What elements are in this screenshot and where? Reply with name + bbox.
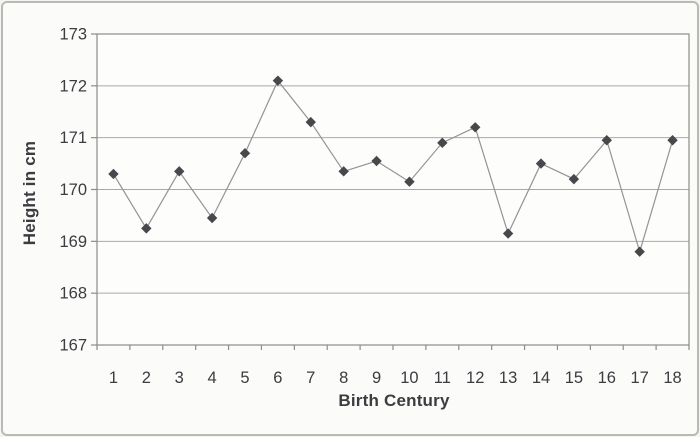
data-point-marker [667, 135, 678, 146]
x-tick-label: 15 [565, 369, 583, 387]
data-point-marker [601, 135, 612, 146]
y-tick-label: 170 [59, 181, 87, 199]
y-tick-label: 168 [59, 285, 87, 303]
data-point-marker [272, 75, 284, 86]
data-point-marker [371, 155, 382, 167]
y-tick-label: 167 [59, 337, 87, 355]
x-tick-label: 9 [372, 369, 381, 387]
x-tick-label: 6 [273, 369, 282, 387]
y-axis-title: Height in cm [20, 140, 39, 246]
x-tick-label: 5 [240, 369, 249, 387]
x-tick-label: 17 [630, 369, 648, 387]
x-tick-label: 4 [208, 369, 217, 387]
x-tick-label: 10 [400, 369, 418, 387]
x-axis-title: Birth Century [338, 391, 450, 410]
data-point-marker [108, 168, 119, 180]
data-point-marker [305, 116, 316, 128]
x-tick-label: 11 [434, 369, 451, 387]
data-point-marker [568, 173, 580, 185]
data-point-marker [535, 158, 547, 169]
x-tick-label: 18 [663, 369, 681, 387]
data-point-marker [174, 166, 185, 177]
x-tick-label: 13 [499, 369, 517, 387]
data-point-marker [338, 166, 349, 177]
data-point-marker [206, 212, 218, 224]
x-tick-label: 12 [466, 369, 484, 387]
y-tick-label: 173 [59, 26, 87, 44]
x-tick-label: 2 [142, 369, 151, 387]
x-tick-label: 8 [339, 369, 348, 387]
series-line [112, 79, 674, 254]
x-tick-label: 1 [109, 369, 118, 387]
x-tick-label: 7 [306, 369, 315, 387]
x-tick-label: 14 [532, 369, 550, 387]
x-tick-label: 3 [175, 369, 184, 387]
data-point-marker [470, 122, 481, 133]
data-point-marker [437, 137, 448, 149]
x-tick-label: 16 [598, 369, 616, 387]
y-tick-label: 171 [59, 129, 87, 147]
data-point-marker [502, 228, 514, 239]
data-point-marker [404, 176, 415, 187]
data-point-marker [239, 148, 251, 159]
data-point-marker [634, 246, 645, 257]
y-tick-label: 172 [59, 77, 87, 95]
y-tick-label: 169 [59, 233, 87, 251]
data-point-marker [141, 223, 152, 234]
